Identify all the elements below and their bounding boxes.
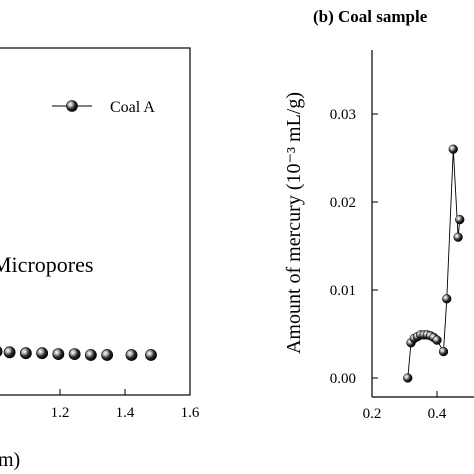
panel-a-x-tick-label: 1.6 (181, 405, 200, 421)
panel-a-data-point (52, 348, 65, 360)
panel-b-y-tick-marks (372, 113, 378, 379)
panel-b-x-tick-labels: 0.2 0.4 (363, 406, 447, 422)
panel-b: (b) Coal sample 0.000.010.020.03 0.2 0.4 … (283, 7, 474, 422)
panel-a-data-point (84, 349, 97, 361)
legend-label-coal-a: Coal A (110, 99, 155, 116)
panel-b-y-tick-labels: 0.00 0.01 0.02 0.03 (330, 107, 356, 387)
panel-a-annotation-micropores: Micropores (0, 252, 93, 277)
panel-a-legend: Coal A (52, 99, 155, 116)
panel-b-data-point (453, 232, 463, 242)
panel-a-x-tick-marks (59, 389, 191, 395)
panel-b-series-line (407, 149, 461, 379)
panel-b-data-point (448, 144, 458, 154)
panel-b-y-axis-label: Amount of mercury (10⁻³ mL/g) (283, 92, 305, 354)
legend-marker-coal-a (66, 100, 78, 112)
panel-a-data-point (3, 346, 16, 359)
panel-b-data-point (438, 346, 449, 357)
panel-a-x-tick-label: 1.4 (116, 405, 135, 421)
panel-b-y-tick-label: 0.00 (330, 371, 356, 387)
panel-b-x-tick-label: 0.4 (428, 406, 447, 422)
panel-b-x-tick-label: 0.2 (363, 406, 382, 422)
panel-a-frame (0, 47, 191, 396)
panel-a-data-point (19, 347, 32, 360)
panel-a-x-tick-label: 1.2 (51, 405, 70, 421)
panel-b-x-tick-marks (371, 391, 438, 397)
panel-b-y-tick-label: 0.02 (330, 195, 356, 211)
panel-a-x-axis-label: m) (0, 449, 20, 471)
panel-b-y-tick-label: 0.01 (330, 283, 356, 299)
panel-a-x-tick-labels: 1.2 1.4 1.6 (51, 405, 200, 421)
panel-b-data-point (455, 214, 465, 225)
panel-b-data-point (432, 335, 442, 345)
panel-b-y-tick-label: 0.03 (330, 107, 356, 123)
panel-b-series-points (403, 144, 465, 383)
panel-a-data-point (36, 347, 49, 360)
panel-b-title: (b) Coal sample (313, 7, 428, 26)
panel-a-data-point (125, 349, 138, 361)
panel-a-data-point (68, 348, 81, 360)
panel-a-data-point (101, 349, 114, 361)
panel-a: 1.2 1.4 1.6 m) Micropores Coal A (0, 47, 200, 471)
panel-b-data-point (403, 373, 413, 383)
panel-a-data-point (145, 349, 157, 361)
panel-a-data-point (0, 346, 3, 357)
panel-b-data-point (442, 294, 452, 304)
panel-a-series-coal-a (0, 346, 157, 361)
